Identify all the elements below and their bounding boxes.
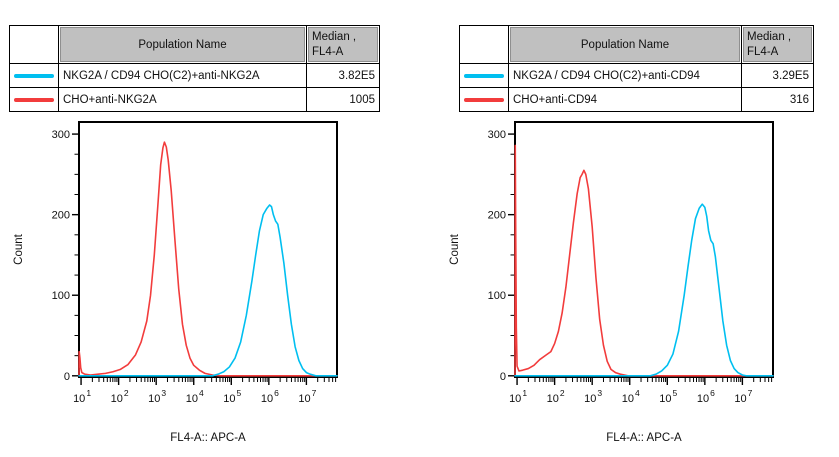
y-tick-label: 0 xyxy=(64,371,70,383)
y-tick-label: 100 xyxy=(488,290,506,302)
population-name: NKG2A / CD94 CHO(C2)+anti-CD94 xyxy=(508,63,741,87)
population-name-header-label: Population Name xyxy=(138,38,227,51)
x-tick-label: 106 xyxy=(697,388,715,405)
series-curves xyxy=(514,144,774,377)
histogram-curve-cyan xyxy=(514,203,774,377)
legend-header-median: Median , FL4-A xyxy=(741,26,813,63)
x-axis-ticks: 101 102 103 104 105 106 107 xyxy=(73,378,337,405)
legend-row-swatch xyxy=(460,63,508,87)
x-axis-ticks: 101 102 103 104 105 106 107 xyxy=(509,378,773,405)
x-tick-label: 106 xyxy=(261,388,279,405)
x-tick-label: 103 xyxy=(148,388,166,405)
x-tick-label: 105 xyxy=(659,388,677,405)
plot-frame xyxy=(78,121,338,378)
legend-header-swatch-cell xyxy=(460,26,508,63)
x-tick-label: 101 xyxy=(73,388,91,405)
median-value: 1005 xyxy=(306,87,379,111)
legend-table-left: Population Name Median , FL4-A NKG2A / C… xyxy=(9,25,380,112)
histogram-curve-red xyxy=(514,144,774,377)
median-header-line2: FL4-A xyxy=(747,45,779,58)
x-tick-label: 107 xyxy=(298,388,316,405)
x-tick-label: 102 xyxy=(547,388,565,405)
y-axis-title: Count xyxy=(449,233,461,264)
histogram-curve-red xyxy=(78,141,338,377)
legend-table-right: Population Name Median , FL4-A NKG2A / C… xyxy=(459,25,814,112)
red-series-swatch xyxy=(464,97,504,102)
legend-header-population: Population Name xyxy=(58,26,306,63)
y-tick-label: 300 xyxy=(52,129,70,141)
plot-frame xyxy=(514,121,774,378)
red-series-swatch xyxy=(14,97,54,102)
histogram-curve-cyan xyxy=(78,204,338,377)
population-name: NKG2A / CD94 CHO(C2)+anti-NKG2A xyxy=(58,63,306,87)
x-axis-title: FL4-A:: APC-A xyxy=(170,432,246,444)
y-axis-ticks: 0 100 200 300 xyxy=(488,129,514,383)
y-tick-label: 200 xyxy=(488,210,506,222)
x-tick-label: 104 xyxy=(622,388,640,405)
y-tick-label: 0 xyxy=(500,371,506,383)
median-value: 3.29E5 xyxy=(741,63,813,87)
x-tick-label: 105 xyxy=(223,388,241,405)
median-header-line2: FL4-A xyxy=(312,45,344,58)
series-curves xyxy=(78,141,338,377)
population-name-header-label: Population Name xyxy=(580,38,670,51)
median-header-line1: Median , xyxy=(312,30,357,43)
x-tick-label: 102 xyxy=(111,388,129,405)
y-tick-label: 100 xyxy=(52,290,70,302)
x-tick-label: 107 xyxy=(734,388,752,405)
y-tick-label: 300 xyxy=(488,129,506,141)
legend-header-median: Median , FL4-A xyxy=(306,26,379,63)
x-axis-title: FL4-A:: APC-A xyxy=(606,432,682,444)
median-value: 316 xyxy=(741,87,813,111)
x-tick-label: 101 xyxy=(509,388,527,405)
y-axis-title: Count xyxy=(13,233,25,264)
legend-header-swatch-cell xyxy=(10,26,58,63)
y-axis-ticks: 0 100 200 300 xyxy=(52,129,78,383)
legend-header-population: Population Name xyxy=(508,26,741,63)
population-name: CHO+anti-CD94 xyxy=(508,87,741,111)
legend-row-swatch xyxy=(10,87,58,111)
x-tick-label: 104 xyxy=(186,388,204,405)
cyan-series-swatch xyxy=(14,73,54,78)
legend-row-swatch xyxy=(10,63,58,87)
median-header-line1: Median , xyxy=(747,30,792,43)
x-tick-label: 103 xyxy=(584,388,602,405)
median-value: 3.82E5 xyxy=(306,63,379,87)
legend-row-swatch xyxy=(460,87,508,111)
population-name: CHO+anti-NKG2A xyxy=(58,87,306,111)
y-tick-label: 200 xyxy=(52,210,70,222)
cyan-series-swatch xyxy=(464,73,504,78)
